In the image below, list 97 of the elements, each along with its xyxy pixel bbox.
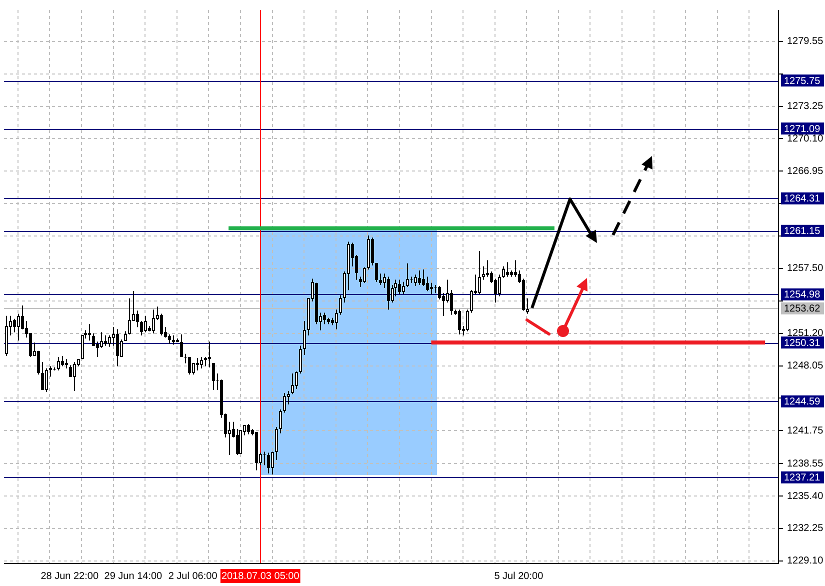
candlestick <box>124 330 127 342</box>
candlestick <box>339 294 342 316</box>
candlestick <box>458 309 461 335</box>
candlestick <box>136 310 139 328</box>
x-tick-label: 5 Jul 20:00 <box>494 570 544 582</box>
candlestick <box>65 358 68 369</box>
candlestick <box>236 428 239 456</box>
candlestick <box>69 364 72 378</box>
candlestick <box>379 273 382 286</box>
candlestick <box>299 345 302 374</box>
candlestick <box>422 268 425 286</box>
ref-line-label: 1261.15 <box>784 226 821 238</box>
candlestick <box>100 332 103 348</box>
candlestick <box>108 334 111 348</box>
candlestick <box>41 362 44 390</box>
candlestick <box>13 318 16 333</box>
ref-line-label: 1250.31 <box>784 338 821 349</box>
candlestick <box>466 309 469 332</box>
candlestick <box>303 320 306 356</box>
y-tick-label: 1248.05 <box>787 360 824 372</box>
x-tick-label: 28 Jun 22:00 <box>40 570 99 582</box>
candlestick <box>375 262 378 282</box>
candlestick <box>188 356 191 376</box>
candlestick <box>196 358 199 371</box>
candlestick <box>160 313 163 336</box>
y-tick-label: 1270.10 <box>787 133 824 144</box>
candlestick <box>283 392 286 414</box>
candlestick <box>426 276 429 292</box>
ref-line-label: 1254.98 <box>784 290 821 301</box>
candlestick <box>502 266 505 278</box>
candlestick <box>323 312 326 325</box>
candlestick <box>506 262 509 278</box>
candlestick <box>208 341 211 368</box>
candlestick <box>482 266 485 280</box>
candlestick <box>144 315 147 333</box>
y-tick-label: 1251.20 <box>787 328 824 340</box>
candlestick <box>418 270 421 286</box>
candlestick <box>92 332 95 346</box>
y-tick-label: 1257.50 <box>787 263 824 274</box>
x-tick-label: 2 Jul 06:00 <box>168 570 218 582</box>
y-tick-label: 1279.55 <box>787 36 824 48</box>
candlestick <box>271 451 274 475</box>
candlestick <box>49 366 52 378</box>
y-tick-label: 1229.10 <box>787 556 824 567</box>
candlestick <box>180 334 183 358</box>
ref-line-label: 1244.59 <box>784 396 821 408</box>
y-tick-label: 1266.95 <box>787 166 824 177</box>
candlestick <box>470 290 473 314</box>
candlestick <box>140 320 143 336</box>
y-tick-label: 1241.75 <box>787 425 824 436</box>
candlestick <box>438 285 441 300</box>
candlestick <box>152 309 155 334</box>
candlestick <box>478 250 481 295</box>
candlestick <box>17 313 20 342</box>
candlestick <box>88 324 91 342</box>
candlestick <box>168 334 171 344</box>
candlestick <box>212 362 215 390</box>
candlestick <box>291 373 294 395</box>
candlestick <box>279 409 282 434</box>
candlestick <box>57 356 60 371</box>
candlestick <box>406 262 409 288</box>
candlestick <box>172 334 175 346</box>
ref-line-label: 1237.21 <box>784 472 821 484</box>
candlestick <box>73 362 76 392</box>
candlestick <box>275 426 278 460</box>
candlestick <box>398 279 401 295</box>
ref-line-label: 1275.75 <box>784 76 821 87</box>
y-tick-label: 1232.25 <box>787 523 824 534</box>
candlestick <box>21 305 24 330</box>
ref-line-label: 1253.62 <box>784 304 821 315</box>
ref-line-label: 1264.31 <box>784 194 821 205</box>
candlestick <box>335 309 338 330</box>
candlestick <box>450 290 453 316</box>
candlestick <box>204 356 207 367</box>
candlestick <box>402 281 405 295</box>
candlestick <box>128 298 131 335</box>
y-tick-label: 1235.40 <box>787 490 824 502</box>
candlestick <box>430 282 433 295</box>
candlestick <box>104 334 107 346</box>
candlestick <box>387 276 390 310</box>
candlestick <box>37 350 40 376</box>
x-tick-label: 29 Jun 14:00 <box>104 570 163 582</box>
candlestick <box>295 370 298 390</box>
candlestick <box>414 274 417 286</box>
candlestick <box>267 452 270 474</box>
ref-line-label: 1271.09 <box>784 124 821 135</box>
y-tick-label: 1273.25 <box>787 101 824 112</box>
x-tick-label: 2018.07.03 05:00 <box>221 570 300 582</box>
candlestick <box>45 368 48 393</box>
candlestick <box>61 355 64 367</box>
candlestick <box>247 423 250 435</box>
candlestick <box>116 328 119 367</box>
candlestick <box>200 356 203 369</box>
y-tick-label: 1238.55 <box>787 458 824 470</box>
candlestick <box>363 266 366 284</box>
candlestick <box>498 274 501 297</box>
candlestick <box>371 237 374 266</box>
